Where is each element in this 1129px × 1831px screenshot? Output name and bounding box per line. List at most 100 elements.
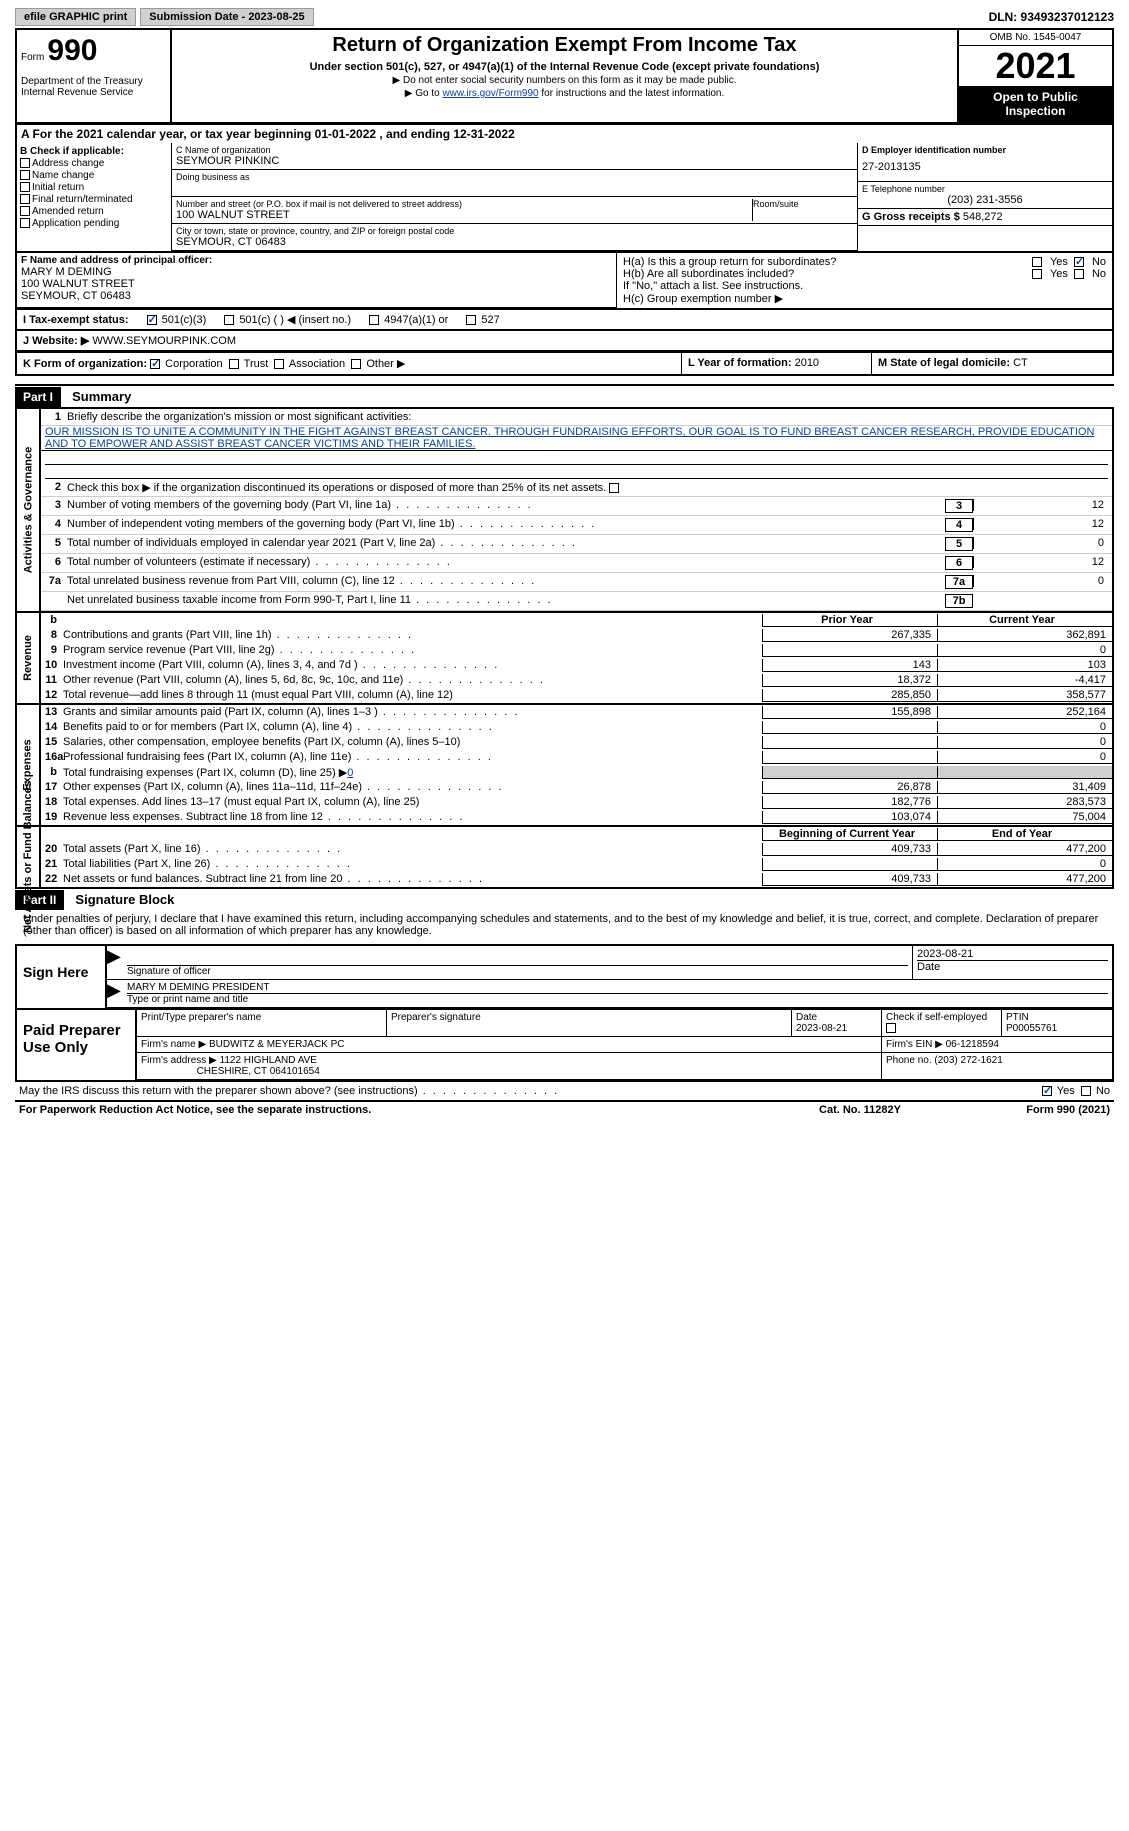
line13: Grants and similar amounts paid (Part IX… [63,706,762,719]
ptin-value: P00055761 [1006,1023,1057,1034]
ein-label: D Employer identification number [862,145,1108,155]
efile-print-button[interactable]: efile GRAPHIC print [15,8,136,26]
line18: Total expenses. Add lines 13–17 (must eq… [63,796,762,809]
line16b: Total fundraising expenses (Part IX, col… [63,766,762,779]
room-label: Room/suite [753,199,853,209]
self-employed-check[interactable]: Check if self-employed [882,1010,1002,1036]
line7a: Total unrelated business revenue from Pa… [67,575,945,587]
ha-no[interactable] [1074,257,1084,267]
hb-note: If "No," attach a list. See instructions… [623,280,1106,292]
discuss-no[interactable] [1081,1086,1091,1096]
form-subtitle-3: ▶ Go to www.irs.gov/Form990 for instruct… [180,88,949,99]
cb-initial-return[interactable]: Initial return [20,182,168,193]
paid-preparer-label: Paid Preparer Use Only [17,1010,137,1080]
hdr-boy: Beginning of Current Year [762,828,937,841]
cb-name-change[interactable]: Name change [20,170,168,181]
line19: Revenue less expenses. Subtract line 18 … [63,811,762,824]
arrow-icon: ▶ [107,946,123,979]
hdr-curr: Current Year [937,614,1112,627]
line15: Salaries, other compensation, employee b… [63,736,762,749]
hdr-prior: Prior Year [762,614,937,627]
cb-corp[interactable] [150,359,160,369]
date-label: Date [917,961,1108,973]
form-org-label: K Form of organization: [23,358,147,370]
cb-assoc[interactable] [274,359,284,369]
cb-4947[interactable] [369,315,379,325]
val7a: 0 [973,575,1108,587]
cb-527[interactable] [466,315,476,325]
line16a: Professional fundraising fees (Part IX, … [63,751,762,764]
part1-header: Part I [15,387,61,407]
open-to-public: Open to Public Inspection [959,86,1112,122]
paperwork-notice: For Paperwork Reduction Act Notice, see … [19,1104,760,1116]
cb-trust[interactable] [229,359,239,369]
street-label: Number and street (or P.O. box if mail i… [176,199,752,209]
ein-value: 27-2013135 [862,155,1108,179]
ha-label: H(a) Is this a group return for subordin… [623,256,1026,268]
tax-status-label: I Tax-exempt status: [23,314,129,326]
col-b-checkboxes: B Check if applicable: Address change Na… [17,143,172,251]
part2-title: Signature Block [67,889,182,910]
cb-other[interactable] [351,359,361,369]
website-label: J Website: ▶ [23,335,92,347]
line9: Program service revenue (Part VIII, line… [63,644,762,657]
hb-label: H(b) Are all subordinates included? [623,268,1026,280]
officer-street: 100 WALNUT STREET [21,278,612,290]
cb-application-pending[interactable]: Application pending [20,218,168,229]
form-title: Return of Organization Exempt From Incom… [180,34,949,57]
side-activities: Activities & Governance [22,447,34,574]
val5: 0 [973,537,1108,549]
val3: 12 [973,499,1108,511]
city-label: City or town, state or province, country… [176,226,853,236]
tel-label: E Telephone number [862,184,1108,194]
hc-label: H(c) Group exemption number ▶ [623,292,1106,305]
state-domicile: CT [1013,357,1028,369]
line5: Total number of individuals employed in … [67,537,945,549]
col-b-title: B Check if applicable: [20,146,168,157]
hb-no[interactable] [1074,269,1084,279]
form-footer: Form 990 (2021) [960,1104,1110,1116]
val4: 12 [973,518,1108,530]
prep-date: 2023-08-21 [796,1023,847,1034]
ha-yes[interactable] [1032,257,1042,267]
line21: Total liabilities (Part X, line 26) [63,858,762,871]
discuss-question: May the IRS discuss this return with the… [19,1085,1042,1097]
firm-addr1: 1122 HIGHLAND AVE [220,1055,317,1066]
cb-amended[interactable]: Amended return [20,206,168,217]
cb-501c3[interactable] [147,315,157,325]
form-subtitle-1: Under section 501(c), 527, or 4947(a)(1)… [180,61,949,73]
website-value: WWW.SEYMOURPINK.COM [92,335,236,347]
side-net-assets: Net Assets or Fund Balances [22,781,34,933]
tax-year: 2021 [959,46,1112,86]
form-number: 990 [47,34,97,67]
irs-link[interactable]: www.irs.gov/Form990 [442,88,538,99]
gross-value: 548,272 [963,211,1003,223]
cb-address-change[interactable]: Address change [20,158,168,169]
dln-value: DLN: 93493237012123 [989,10,1114,24]
firm-ein: 06-1218594 [946,1039,999,1050]
form-header: Form 990 Department of the Treasury Inte… [15,28,1114,125]
form-label: Form [21,52,44,63]
cb-501c[interactable] [224,315,234,325]
line8: Contributions and grants (Part VIII, lin… [63,629,762,642]
line12: Total revenue—add lines 8 through 11 (mu… [63,689,762,702]
gross-label: G Gross receipts $ [862,211,960,223]
hb-yes[interactable] [1032,269,1042,279]
part1-title: Summary [64,386,139,407]
dba-label: Doing business as [176,172,853,182]
submission-date: Submission Date - 2023-08-25 [140,8,313,26]
cat-number: Cat. No. 11282Y [760,1104,960,1116]
sig-officer-label: Signature of officer [127,966,908,977]
cb-final-return[interactable]: Final return/terminated [20,194,168,205]
line1-label: Briefly describe the organization's miss… [67,411,1108,423]
prep-sig-label: Preparer's signature [387,1010,792,1036]
line2: Check this box ▶ if the organization dis… [67,481,1108,494]
department-label: Department of the Treasury Internal Reve… [21,76,166,98]
firm-addr2: CHESHIRE, CT 064101654 [197,1066,320,1077]
discuss-yes[interactable] [1042,1086,1052,1096]
form-subtitle-2: ▶ Do not enter social security numbers o… [180,75,949,86]
line14: Benefits paid to or for members (Part IX… [63,721,762,734]
line22: Net assets or fund balances. Subtract li… [63,873,762,886]
line7b: Net unrelated business taxable income fr… [67,594,945,606]
line6: Total number of volunteers (estimate if … [67,556,945,568]
